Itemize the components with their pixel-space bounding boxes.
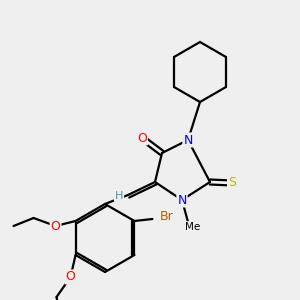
Text: H: H	[115, 191, 123, 201]
Text: O: O	[51, 220, 61, 232]
Text: Me: Me	[185, 222, 201, 232]
Text: Br: Br	[160, 211, 173, 224]
Text: N: N	[183, 134, 193, 146]
Text: O: O	[66, 271, 76, 284]
Text: N: N	[177, 194, 187, 206]
Text: O: O	[137, 131, 147, 145]
Text: S: S	[228, 176, 236, 190]
